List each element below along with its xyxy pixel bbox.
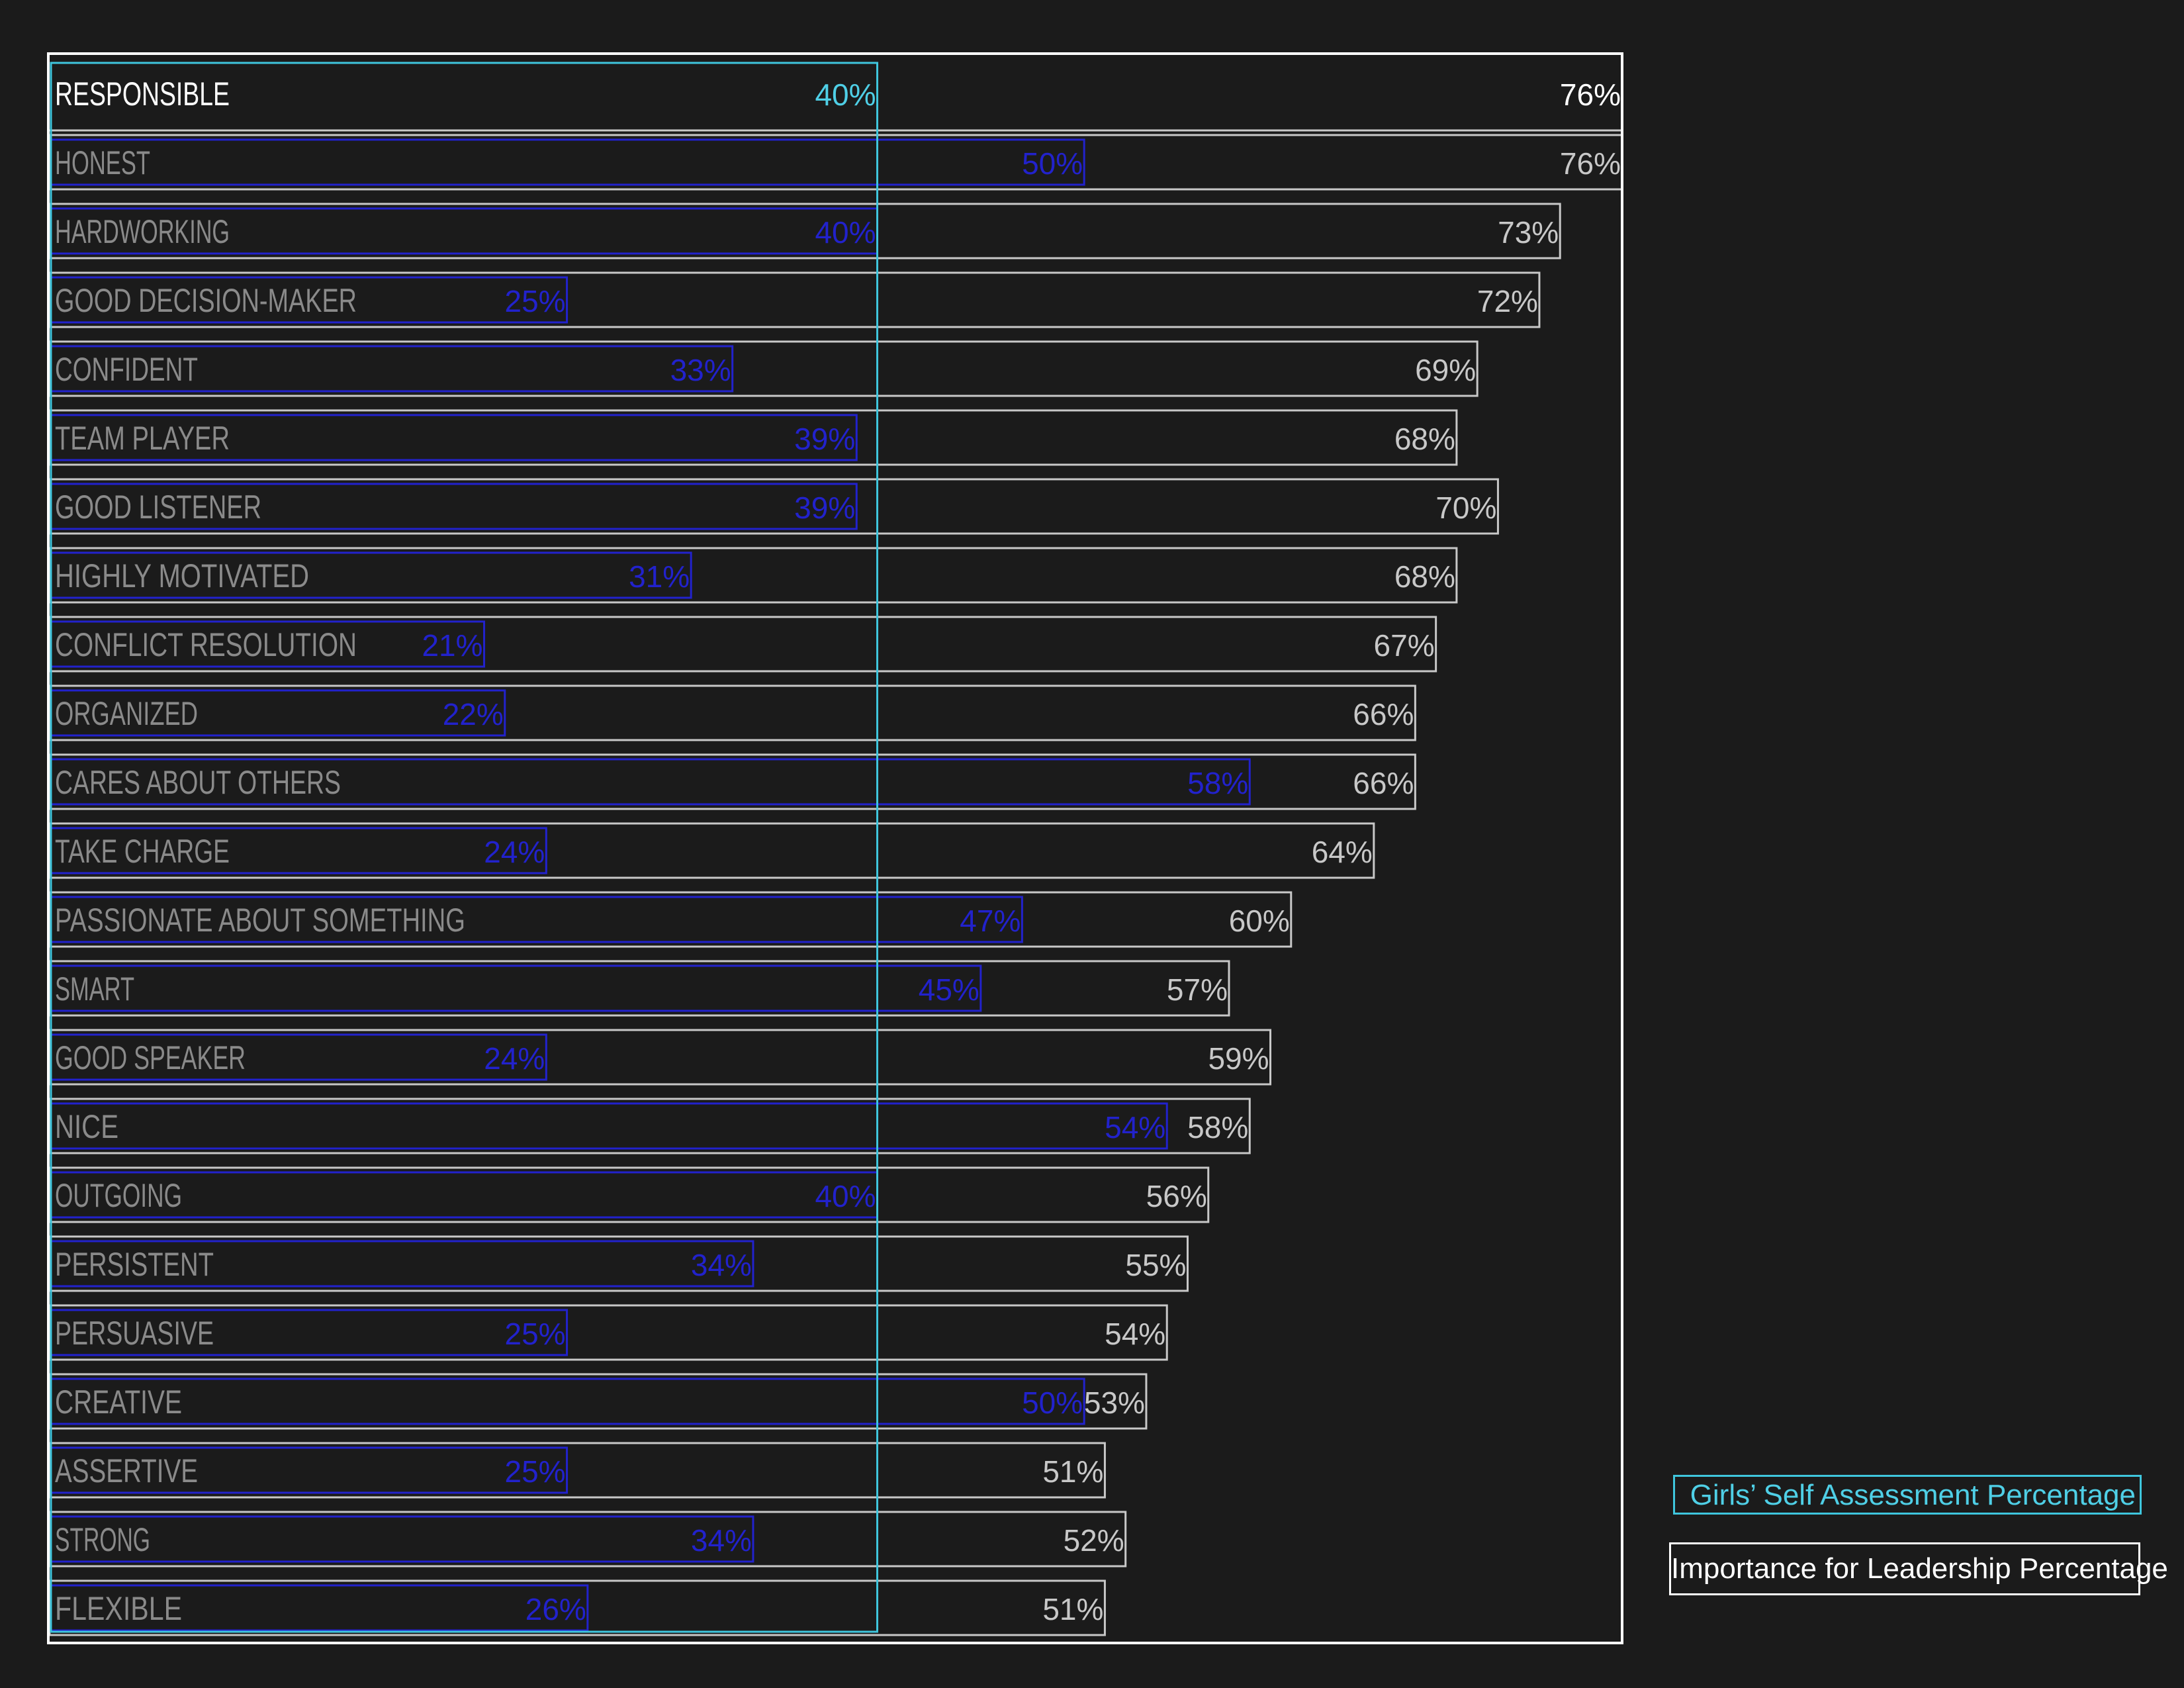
importance-value-cares-about-others: 66% — [1353, 766, 1414, 800]
category-label-outgoing: OUTGOING — [55, 1177, 182, 1214]
importance-bar-hardworking — [48, 203, 1561, 259]
self-assessment-bar-responsible — [50, 62, 879, 1633]
category-label-hardworking: HARDWORKING — [55, 213, 230, 250]
self-assessment-value-good-decision-maker: 25% — [505, 284, 566, 318]
self-assessment-value-strong: 34% — [691, 1523, 752, 1558]
category-label-good-listener: GOOD LISTENER — [55, 489, 261, 526]
self-assessment-value-team-player: 39% — [794, 422, 855, 456]
chart-frame — [47, 52, 1623, 1644]
category-label-strong: STRONG — [55, 1521, 150, 1558]
importance-value-strong: 52% — [1064, 1523, 1124, 1558]
importance-value-persuasive: 54% — [1105, 1317, 1165, 1351]
category-label-take-charge: TAKE CHARGE — [55, 833, 230, 870]
self-assessment-value-good-speaker: 24% — [484, 1041, 545, 1076]
self-assessment-value-assertive: 25% — [505, 1454, 566, 1489]
self-assessment-value-confident: 33% — [670, 353, 731, 387]
importance-bar-persistent — [48, 1235, 1189, 1292]
self-assessment-value-good-listener: 39% — [794, 491, 855, 525]
importance-bar-team-player — [48, 409, 1458, 466]
self-assessment-value-conflict-resolution: 21% — [422, 628, 482, 663]
importance-value-persistent: 55% — [1125, 1248, 1186, 1282]
importance-value-hardworking: 73% — [1498, 215, 1559, 250]
category-label-good-decision-maker: GOOD DECISION-MAKER — [55, 282, 357, 319]
legend-importance: Importance for Leadership Percentage — [1669, 1542, 2168, 1595]
importance-value-nice: 58% — [1187, 1110, 1248, 1145]
self-assessment-value-smart: 45% — [919, 972, 979, 1007]
category-label-nice: NICE — [55, 1108, 118, 1145]
importance-value-outgoing: 56% — [1146, 1179, 1207, 1213]
category-label-creative: CREATIVE — [55, 1383, 182, 1421]
importance-bar-good-listener — [48, 478, 1499, 535]
category-label-good-speaker: GOOD SPEAKER — [55, 1039, 246, 1076]
importance-bar-honest — [48, 134, 1623, 191]
category-label-persistent: PERSISTENT — [55, 1246, 214, 1283]
legend-self-assessment-label: Girls’ Self Assessment Percentage — [1690, 1479, 2136, 1511]
importance-bar-persuasive — [48, 1304, 1168, 1361]
category-label-conflict-resolution: CONFLICT RESOLUTION — [55, 626, 357, 663]
category-label-confident: CONFIDENT — [55, 351, 198, 388]
importance-value-good-decision-maker: 72% — [1477, 284, 1538, 318]
importance-bar-assertive — [48, 1442, 1106, 1499]
category-label-passionate-about-something: PASSIONATE ABOUT SOMETHING — [55, 902, 465, 939]
self-assessment-value-responsible: 40% — [815, 77, 876, 112]
category-label-persuasive: PERSUASIVE — [55, 1315, 214, 1352]
category-label-smart: SMART — [55, 970, 134, 1008]
self-assessment-value-cares-about-others: 58% — [1187, 766, 1248, 800]
self-assessment-bar-nice — [50, 1102, 1168, 1150]
importance-value-creative: 53% — [1084, 1385, 1145, 1420]
category-label-assertive: ASSERTIVE — [55, 1452, 198, 1489]
importance-bar-outgoing — [48, 1166, 1210, 1223]
self-assessment-bar-smart — [50, 964, 982, 1012]
importance-bar-nice — [48, 1098, 1251, 1154]
importance-bar-take-charge — [48, 822, 1375, 879]
importance-value-organized: 66% — [1353, 697, 1414, 731]
category-label-team-player: TEAM PLAYER — [55, 420, 230, 457]
self-assessment-value-passionate-about-something: 47% — [960, 904, 1021, 938]
importance-value-take-charge: 64% — [1312, 835, 1373, 869]
self-assessment-layer: 40% 50% 40% 25% 33% 39% 39% 31% 21% 22% 58% 24% 47% 4… — [50, 62, 1251, 1633]
self-assessment-value-persistent: 34% — [691, 1248, 752, 1282]
category-label-cares-about-others: CARES ABOUT OTHERS — [55, 764, 341, 801]
importance-value-passionate-about-something: 60% — [1229, 904, 1290, 938]
self-assessment-bar-honest — [50, 138, 1085, 186]
importance-value-conflict-resolution: 67% — [1374, 628, 1435, 663]
self-assessment-value-highly-motivated: 31% — [629, 559, 690, 594]
category-label-responsible: RESPONSIBLE — [55, 75, 230, 113]
self-assessment-value-nice: 54% — [1105, 1110, 1165, 1145]
importance-value-smart: 57% — [1167, 972, 1228, 1007]
self-assessment-value-flexible: 26% — [525, 1592, 586, 1626]
rows-layer: RESPONSIBLE 76% HONEST 76% HARDWORKING 73% GOO… — [48, 75, 1623, 1636]
legend-importance-label: Importance for Leadership Percentage — [1671, 1552, 2168, 1585]
category-label-flexible: FLEXIBLE — [55, 1590, 182, 1627]
self-assessment-value-persuasive: 25% — [505, 1317, 566, 1351]
importance-bar-smart — [48, 960, 1230, 1017]
importance-value-responsible: 76% — [1560, 77, 1621, 112]
importance-bar-creative — [48, 1373, 1148, 1430]
importance-value-team-player: 68% — [1394, 422, 1455, 456]
importance-bar-confident — [48, 340, 1479, 397]
legend-self-assessment: Girls’ Self Assessment Percentage — [1673, 1475, 2142, 1515]
self-assessment-bar-strong — [50, 1515, 754, 1563]
importance-value-highly-motivated: 68% — [1394, 559, 1455, 594]
self-assessment-value-creative: 50% — [1022, 1385, 1083, 1420]
importance-value-honest: 76% — [1560, 146, 1621, 181]
importance-bar-organized — [48, 684, 1416, 741]
self-assessment-value-organized: 22% — [443, 697, 504, 731]
importance-value-good-listener: 70% — [1435, 491, 1496, 525]
importance-value-good-speaker: 59% — [1208, 1041, 1269, 1076]
importance-bar-strong — [48, 1511, 1127, 1568]
self-assessment-value-take-charge: 24% — [484, 835, 545, 869]
category-label-organized: ORGANIZED — [55, 695, 198, 732]
self-assessment-bar-creative — [50, 1378, 1085, 1425]
importance-value-confident: 69% — [1415, 353, 1476, 387]
self-assessment-value-hardworking: 40% — [815, 215, 876, 250]
importance-value-flexible: 51% — [1042, 1592, 1103, 1626]
category-label-honest: HONEST — [55, 144, 150, 181]
self-assessment-value-honest: 50% — [1022, 146, 1083, 181]
self-assessment-value-outgoing: 40% — [815, 1179, 876, 1213]
category-label-highly-motivated: HIGHLY MOTIVATED — [55, 557, 309, 594]
importance-value-assertive: 51% — [1042, 1454, 1103, 1489]
